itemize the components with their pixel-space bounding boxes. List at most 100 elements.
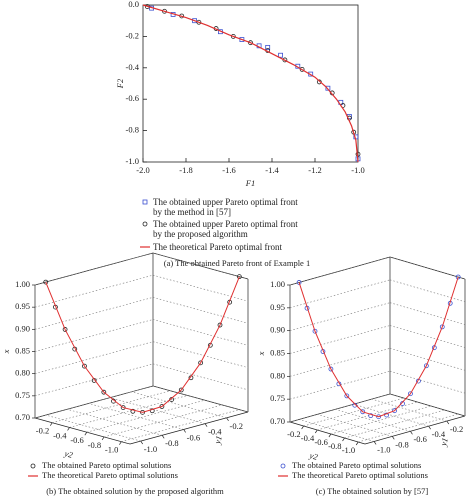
grid-line xyxy=(152,274,249,302)
point xyxy=(325,85,331,91)
point xyxy=(439,324,445,330)
y2-tick xyxy=(84,431,88,436)
y1-tick-label: -1.0 xyxy=(144,444,157,454)
y1-axis-label: y1 xyxy=(438,437,450,448)
grid-line xyxy=(34,385,154,419)
point xyxy=(282,57,288,63)
legend-label: The obtained Pareto optimal solutions xyxy=(42,460,171,470)
y2-tick-label: -0.2 xyxy=(36,426,49,436)
point xyxy=(196,19,202,25)
point xyxy=(408,391,413,397)
y2-tick xyxy=(355,441,359,446)
y2-tick xyxy=(49,422,53,426)
point xyxy=(455,274,461,280)
y2-tick-label: -0.4 xyxy=(53,430,67,440)
point xyxy=(178,387,184,393)
legend-label: The obtained Pareto optimal solutions xyxy=(292,460,421,470)
x-tick-label: -1.6 xyxy=(222,165,235,175)
point xyxy=(198,360,204,366)
point xyxy=(299,66,305,72)
caption: (c) The obtained solution by [57] xyxy=(316,486,429,496)
grid-line xyxy=(34,274,154,308)
x-axis-label: F1 xyxy=(245,178,255,188)
x-tick-label: 0.70 xyxy=(15,412,30,422)
legend-label: The theoretical Pareto optimal solutions xyxy=(42,470,178,480)
point xyxy=(248,40,253,46)
y1-tick-label: -0.2 xyxy=(450,424,463,434)
point xyxy=(384,412,389,418)
y-axis-label: F2 xyxy=(115,78,125,89)
point xyxy=(236,274,242,280)
x-tick-label: 0.85 xyxy=(270,347,285,357)
x-tick-label: 0.70 xyxy=(270,416,285,426)
grid-line xyxy=(389,393,466,417)
y-tick-label: -1.0 xyxy=(126,156,139,166)
x-tick-label: -1.8 xyxy=(179,165,192,175)
y2-axis-label: y2 xyxy=(308,450,320,462)
x-tick-label: -1.4 xyxy=(265,165,279,175)
y2-tick-label: -1.0 xyxy=(105,445,118,455)
grid-line xyxy=(45,414,141,442)
grid-line xyxy=(389,302,466,325)
point xyxy=(265,44,271,50)
grid-line xyxy=(344,409,445,439)
y1-tick-label: -0.4 xyxy=(432,429,446,439)
plot-frame xyxy=(142,4,359,163)
point xyxy=(423,363,429,369)
grid-line xyxy=(152,252,249,280)
x-tick-label: 1.00 xyxy=(15,279,30,289)
grid-line xyxy=(34,252,154,286)
legend-label: The theoretical Pareto optimal front xyxy=(153,242,282,252)
y-tick-label: -0.4 xyxy=(126,62,140,72)
x-tick-label: 0.85 xyxy=(15,345,30,355)
grid-line xyxy=(335,408,411,432)
grid-line xyxy=(34,297,154,330)
floor-edge xyxy=(289,421,366,445)
legend-marker xyxy=(30,463,36,469)
grid-line xyxy=(152,385,249,413)
floor-edge xyxy=(129,411,249,445)
y1-tick-label: -0.8 xyxy=(165,438,178,448)
x-axis-label: x xyxy=(1,349,11,354)
grid-line xyxy=(317,414,393,437)
y2-tick-label: -0.8 xyxy=(88,440,101,450)
grid-line xyxy=(86,399,205,433)
point xyxy=(312,328,318,334)
legend-marker xyxy=(280,463,286,469)
point xyxy=(296,280,302,285)
point xyxy=(130,408,136,414)
y2-tick-label: -0.6 xyxy=(70,435,83,445)
grid-line xyxy=(289,348,391,377)
y-tick-label: 0.0 xyxy=(128,0,139,9)
y2-tick-label: -0.4 xyxy=(301,433,315,443)
grid-line xyxy=(121,409,240,442)
x-tick-label: -1.2 xyxy=(308,165,321,175)
y1-tick xyxy=(226,417,229,422)
y2-tick-label: -1.0 xyxy=(342,445,355,455)
point xyxy=(62,327,68,332)
y1-tick-label: -0.2 xyxy=(230,421,243,431)
y-tick-label: -0.8 xyxy=(126,125,139,135)
y1-tick xyxy=(161,435,165,439)
grid-line xyxy=(131,391,227,419)
x-axis-label: x xyxy=(256,351,266,356)
x-tick-label: -1.0 xyxy=(351,165,364,175)
y2-tick xyxy=(301,425,304,430)
floor-edge xyxy=(364,415,466,445)
grid-line xyxy=(289,279,391,309)
grid-line xyxy=(34,341,154,374)
grid-line xyxy=(389,348,466,371)
point xyxy=(149,408,155,414)
y2-tick xyxy=(328,433,332,438)
y1-tick-label: -0.6 xyxy=(413,434,426,444)
grid-line xyxy=(52,390,171,424)
point xyxy=(328,366,334,372)
y1-tick xyxy=(391,436,395,440)
x-tick-label: 0.95 xyxy=(15,301,30,311)
grid-line xyxy=(152,341,249,368)
y1-tick xyxy=(446,420,450,425)
x-tick-label: 1.00 xyxy=(270,279,285,289)
y1-tick xyxy=(428,425,431,430)
point xyxy=(316,79,322,85)
y1-tick-label: -0.8 xyxy=(395,439,408,449)
